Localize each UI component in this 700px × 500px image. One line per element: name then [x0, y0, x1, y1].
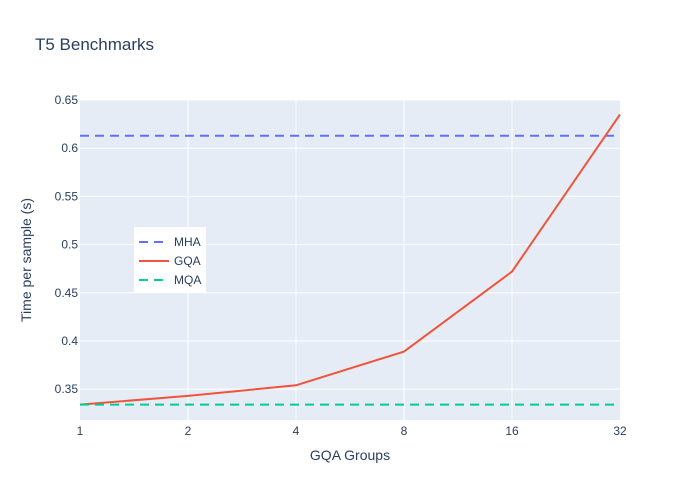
y-tick-label: 0.45	[55, 286, 79, 300]
chart-title: T5 Benchmarks	[35, 35, 154, 54]
x-tick-label: 32	[613, 424, 627, 438]
legend-label-mha: MHA	[174, 235, 201, 249]
y-tick-label: 0.35	[55, 382, 79, 396]
y-tick-label: 0.6	[61, 141, 78, 155]
x-tick-labels: 1 2 4 8 16 32	[77, 424, 627, 438]
y-axis-title: Time per sample (s)	[18, 198, 34, 322]
x-tick-label: 16	[505, 424, 519, 438]
legend-label-mqa: MQA	[174, 273, 201, 287]
legend[interactable]: MHA GQA MQA	[134, 227, 206, 293]
series-lines	[79, 113, 621, 406]
y-tick-label: 0.65	[55, 93, 79, 107]
x-tick-label: 4	[293, 424, 300, 438]
series-line-gqa	[79, 113, 621, 406]
x-tick-label: 2	[185, 424, 192, 438]
y-tick-label: 0.5	[61, 238, 78, 252]
x-tick-label: 1	[77, 424, 84, 438]
x-axis-title: GQA Groups	[310, 447, 390, 463]
x-tick-label: 8	[401, 424, 408, 438]
y-tick-label: 0.55	[55, 189, 79, 203]
legend-label-gqa: GQA	[174, 254, 201, 268]
y-tick-label: 0.4	[61, 334, 78, 348]
y-tick-labels: 0.35 0.4 0.45 0.5 0.55 0.6 0.65	[55, 93, 79, 396]
